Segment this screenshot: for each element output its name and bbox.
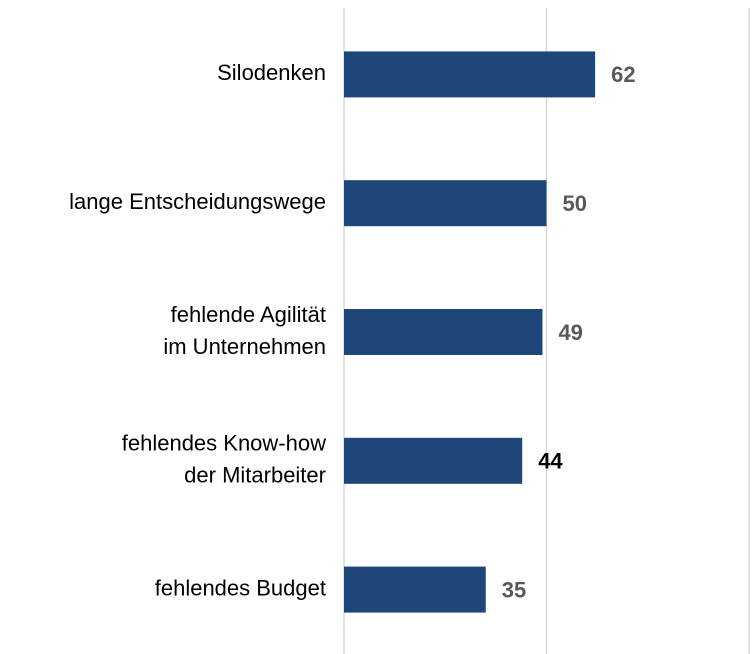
category-label: im Unternehmen bbox=[163, 334, 326, 359]
bar bbox=[344, 180, 547, 227]
value-label: 62 bbox=[611, 62, 635, 87]
value-label: 50 bbox=[563, 191, 587, 216]
value-label: 44 bbox=[538, 449, 563, 474]
value-label: 49 bbox=[558, 320, 582, 345]
value-label: 35 bbox=[502, 577, 526, 602]
category-label: der Mitarbeiter bbox=[184, 463, 326, 488]
bar bbox=[344, 309, 543, 355]
bar bbox=[344, 51, 596, 98]
bar bbox=[344, 437, 523, 484]
category-label: fehlende Agilität bbox=[171, 302, 326, 327]
category-label: fehlendes Budget bbox=[155, 575, 326, 600]
category-label: Silodenken bbox=[217, 60, 326, 85]
category-label: lange Entscheidungswege bbox=[69, 189, 326, 214]
bar bbox=[344, 566, 486, 613]
category-label: fehlendes Know-how bbox=[122, 431, 326, 456]
